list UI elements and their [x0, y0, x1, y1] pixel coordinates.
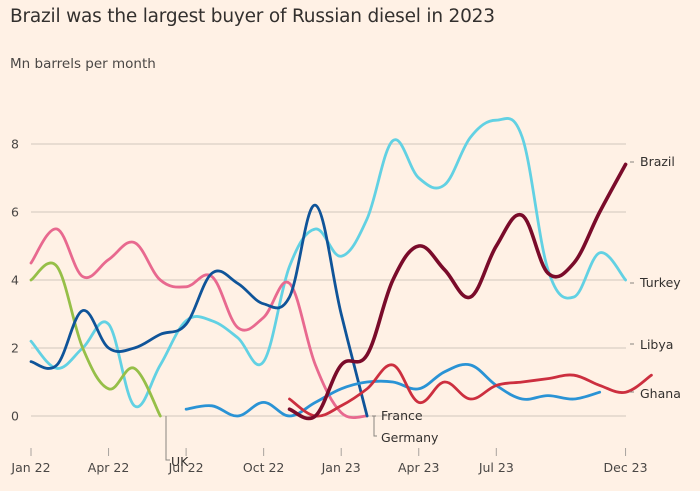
series-line-france	[29, 227, 369, 419]
series-label-uk: UK	[171, 454, 189, 469]
x-tick-label: Apr 22	[88, 460, 130, 475]
series-label-france: France	[381, 408, 423, 423]
series-label-ghana: Ghana	[640, 386, 681, 401]
series-line-ghana	[184, 363, 602, 418]
series-label-brazil: Brazil	[640, 154, 675, 169]
x-tick-label: Jul 23	[478, 460, 514, 475]
chart-subtitle: Mn barrels per month	[10, 56, 156, 72]
x-tick-label: Oct 22	[243, 460, 285, 475]
x-tick-label: Jan 22	[10, 460, 50, 475]
series-line-brazil	[287, 162, 628, 421]
x-axis: Jan 22 Apr 22 Jul 22 Oct 22 Jan 23 Apr 23 Jul …	[10, 448, 648, 475]
series-line-germany	[29, 203, 369, 418]
y-tick-label: 4	[11, 273, 19, 288]
series-label-turkey: Turkey	[639, 275, 681, 290]
uk-leader	[165, 416, 170, 461]
y-tick-label: 8	[11, 137, 19, 152]
series-line-turkey	[29, 117, 627, 409]
x-tick-label: Jul 22	[168, 460, 204, 475]
y-tick-label: 2	[11, 341, 19, 356]
series-line-uk	[29, 261, 162, 418]
y-axis: 0 2 4 6 8	[11, 137, 19, 424]
france-germany-leader	[372, 415, 377, 437]
series-line-libya	[288, 363, 653, 418]
series-labels: Brazil Turkey Libya Ghana France Germany UK	[165, 154, 681, 469]
chart-title: Brazil was the largest buyer of Russian …	[10, 6, 495, 27]
series-label-libya: Libya	[640, 337, 673, 352]
gridlines	[31, 143, 626, 417]
series-label-germany: Germany	[381, 430, 439, 445]
series-lines	[29, 117, 653, 421]
y-tick-label: 6	[11, 205, 19, 220]
y-tick-label: 0	[11, 409, 19, 424]
x-tick-label: Jan 23	[321, 460, 361, 475]
x-tick-label: Dec 23	[604, 460, 648, 475]
x-tick-label: Apr 23	[398, 460, 440, 475]
